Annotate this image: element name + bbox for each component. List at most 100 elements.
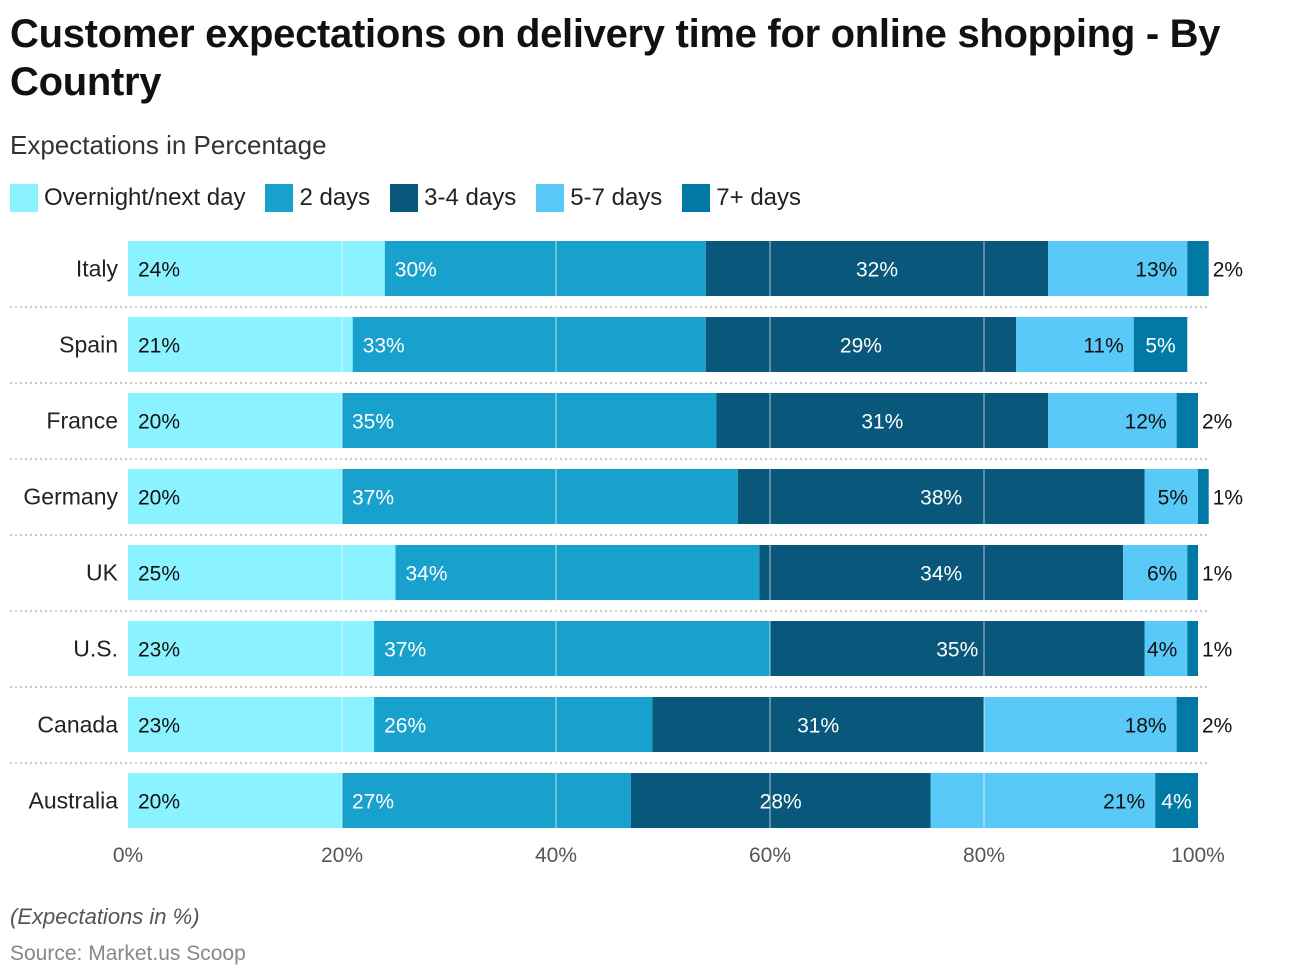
bar-segment — [1123, 545, 1188, 600]
legend-item-7-plus-days: 7+ days — [682, 184, 801, 212]
data-label: 30% — [395, 259, 437, 282]
data-label: 37% — [352, 487, 394, 510]
data-label: 20% — [138, 487, 180, 510]
data-label: 1% — [1202, 639, 1232, 662]
bar-segment — [705, 317, 1017, 372]
data-label: 5% — [1145, 335, 1175, 358]
bar-segment — [352, 317, 706, 372]
bar-segment — [1144, 621, 1188, 676]
data-label: 25% — [138, 563, 180, 586]
category-label: Spain — [59, 332, 118, 358]
x-tick-label: 0% — [113, 844, 143, 867]
bar-segment — [395, 545, 760, 600]
chart-source: Source: Market.us Scoop — [10, 942, 246, 965]
data-label: 2% — [1213, 259, 1243, 282]
category-label: Canada — [37, 712, 118, 738]
bars-layer — [128, 241, 1209, 828]
bar-segment — [652, 697, 984, 752]
bar-segment — [1155, 773, 1198, 828]
bar-segment — [1016, 317, 1134, 372]
data-label: 31% — [797, 715, 839, 738]
bar-segment — [759, 545, 1124, 600]
legend-label: 7+ days — [716, 184, 802, 211]
legend-label: Overnight/next day — [44, 184, 246, 211]
x-tick-label: 20% — [321, 844, 363, 867]
bar-segment — [1048, 393, 1177, 448]
category-label: U.S. — [73, 636, 118, 662]
data-label: 13% — [1135, 259, 1177, 282]
bar-segment — [128, 393, 342, 448]
data-label: 23% — [138, 639, 180, 662]
data-label: 28% — [760, 791, 802, 814]
legend-label: 5-7 days — [570, 184, 663, 211]
legend-swatch — [265, 184, 294, 212]
data-label: 2% — [1202, 411, 1232, 434]
data-label: 27% — [352, 791, 394, 814]
category-label: UK — [86, 560, 119, 586]
data-label: 20% — [138, 791, 180, 814]
bar-segment — [374, 621, 770, 676]
data-label: 11% — [1083, 335, 1123, 358]
bar-segment — [705, 241, 1049, 296]
bar-segment — [342, 393, 717, 448]
bar-segment — [374, 697, 653, 752]
legend-swatch — [10, 184, 38, 212]
bar-segment — [1198, 469, 1209, 524]
data-label: 26% — [384, 715, 426, 738]
data-label: 35% — [936, 639, 978, 662]
data-label: 31% — [861, 411, 903, 434]
bar-segment — [342, 773, 631, 828]
bar-segment — [342, 469, 738, 524]
bar-segment — [930, 773, 1156, 828]
bar-segment — [630, 773, 931, 828]
bar-segment — [128, 773, 342, 828]
bar-segment — [1048, 241, 1188, 296]
bar-segment — [128, 317, 353, 372]
chart-title: Customer expectations on delivery time f… — [10, 12, 1221, 104]
x-tick-label: 40% — [535, 844, 577, 867]
bar-segment — [1187, 545, 1198, 600]
data-label: 34% — [920, 563, 962, 586]
data-label: 21% — [138, 335, 180, 358]
data-label: 4% — [1161, 791, 1191, 814]
bar-segment — [384, 241, 706, 296]
data-label: 4% — [1147, 639, 1177, 662]
data-label: 34% — [406, 563, 448, 586]
legend-label: 3-4 days — [424, 184, 517, 211]
data-label: 1% — [1202, 563, 1232, 586]
legend-swatch — [536, 184, 565, 212]
category-label: France — [46, 408, 118, 434]
data-label: 24% — [138, 259, 180, 282]
data-label: 21% — [1103, 791, 1145, 814]
bar-segment — [1187, 621, 1198, 676]
category-label: Australia — [29, 788, 119, 814]
data-label: 37% — [384, 639, 426, 662]
legend-swatch — [682, 184, 711, 212]
category-label: Germany — [23, 484, 118, 510]
x-tick-label: 60% — [749, 844, 791, 867]
labels-layer: Italy 24% 30% 32% 13% 2% Spain 21% 33% 29% 11% 5% Fr… — [23, 256, 1243, 868]
legend-item-overnight: Overnight/next day — [10, 184, 245, 212]
bar-segment — [770, 621, 1145, 676]
x-tick-label: 100% — [1171, 844, 1225, 867]
bar-segment — [1176, 697, 1198, 752]
legend-item-2-days: 2 days — [265, 184, 370, 212]
data-label: 18% — [1125, 715, 1167, 738]
bar-segment — [737, 469, 1145, 524]
data-label: 35% — [352, 411, 394, 434]
data-label: 2% — [1202, 715, 1232, 738]
data-label: 32% — [856, 259, 898, 282]
bar-segment — [128, 469, 342, 524]
bar-segment — [984, 697, 1177, 752]
bar-segment — [128, 545, 396, 600]
data-label: 1% — [1213, 487, 1243, 510]
legend-item-3-4-days: 3-4 days — [390, 184, 516, 212]
legend-item-5-7-days: 5-7 days — [536, 184, 662, 212]
legend-label: 2 days — [299, 184, 371, 211]
data-label: 5% — [1158, 487, 1188, 510]
bar-segment — [128, 241, 385, 296]
bar-segment — [1176, 393, 1198, 448]
gridlines-layer — [10, 241, 1208, 828]
chart-note: (Expectations in %) — [10, 904, 200, 929]
